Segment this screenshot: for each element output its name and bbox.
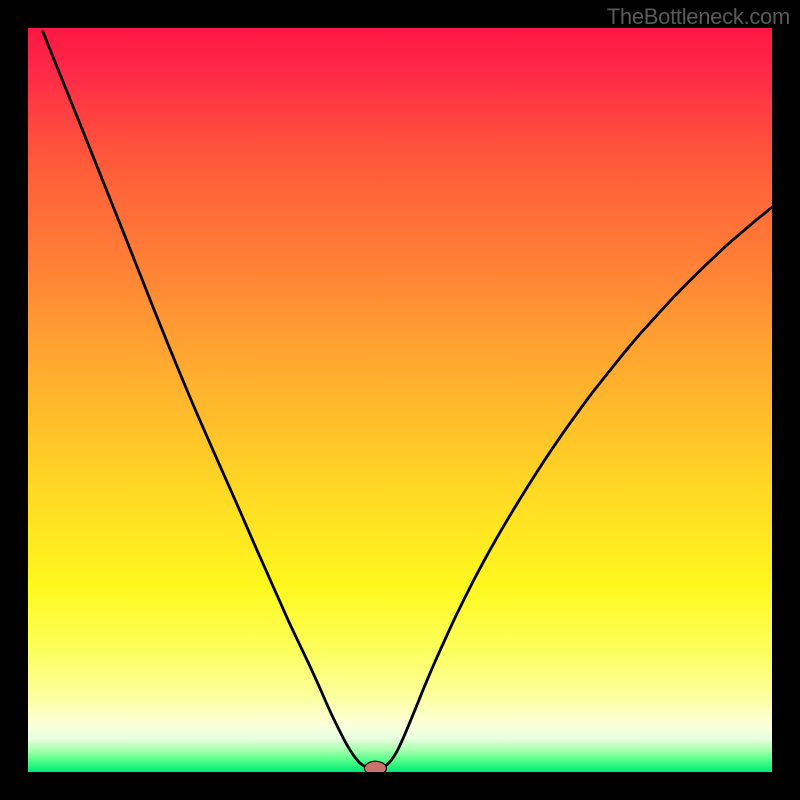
bottleneck-curve-chart — [28, 28, 772, 772]
outer-frame: TheBottleneck.com — [0, 0, 800, 800]
chart-plot-area — [28, 28, 772, 772]
optimum-marker — [364, 761, 386, 772]
watermark-text: TheBottleneck.com — [607, 4, 790, 30]
gradient-background — [28, 28, 772, 772]
